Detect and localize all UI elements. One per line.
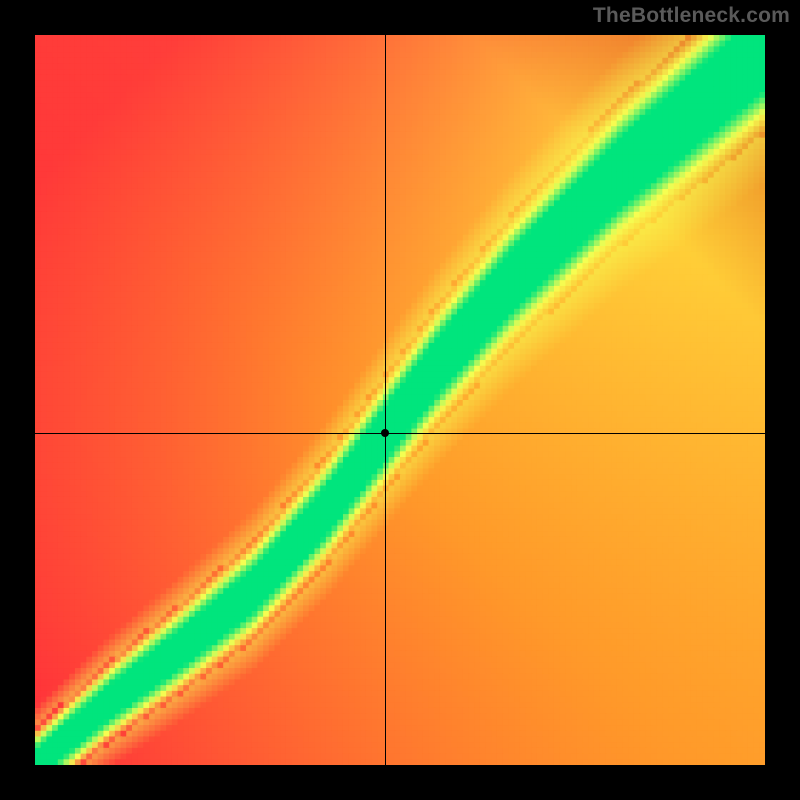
chart-container: TheBottleneck.com (0, 0, 800, 800)
watermark-text: TheBottleneck.com (593, 4, 790, 28)
crosshair-horizontal (35, 433, 765, 434)
plot-area (35, 35, 765, 765)
crosshair-dot (381, 429, 389, 437)
heatmap-canvas (35, 35, 765, 765)
crosshair-vertical (385, 35, 386, 765)
